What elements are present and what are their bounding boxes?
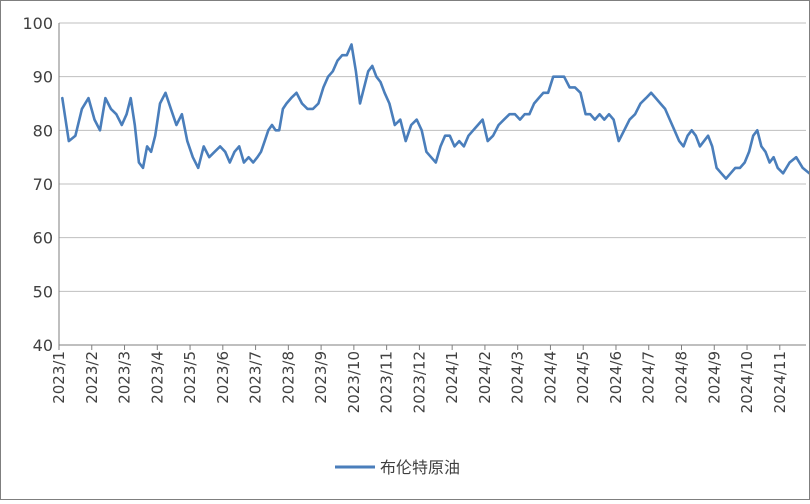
x-tick-label: 2023/9 — [312, 351, 330, 404]
x-axis-tick-labels: 2023/1 2023/2 2023/3 2023/4 2023/5 2023/6 2023… — [50, 351, 789, 413]
x-tick-label: 2024/4 — [541, 351, 559, 404]
x-tick-label: 2024/3 — [509, 351, 527, 404]
x-tick-label: 2024/8 — [673, 351, 691, 404]
y-axis-tick-labels: 40 50 60 70 80 90 100 — [22, 14, 53, 355]
x-tick-label: 2024/7 — [640, 351, 658, 404]
y-tick-label: 80 — [33, 121, 53, 140]
y-tick-label: 70 — [33, 175, 53, 194]
axes — [58, 23, 806, 350]
x-tick-label: 2024/1 — [443, 351, 461, 404]
y-tick-label: 100 — [22, 14, 53, 33]
y-tick-label: 60 — [33, 229, 53, 248]
x-tick-label: 2023/8 — [279, 351, 297, 404]
gridlines — [59, 22, 806, 292]
x-tick-label: 2023/2 — [83, 351, 101, 404]
x-tick-label: 2023/7 — [247, 351, 265, 404]
x-tick-label: 2024/5 — [574, 351, 592, 404]
y-tick-label: 90 — [33, 68, 53, 87]
x-tick-label: 2024/9 — [705, 351, 723, 404]
x-tick-label: 2023/12 — [410, 351, 428, 413]
x-tick-label: 2023/6 — [214, 351, 232, 404]
x-tick-label: 2024/10 — [738, 351, 756, 413]
series-layer — [61, 43, 810, 180]
y-tick-label: 40 — [33, 336, 53, 355]
series-line-0 — [61, 43, 810, 180]
x-tick-label: 2023/1 — [50, 351, 68, 404]
x-tick-label: 2023/4 — [148, 351, 166, 404]
x-tick-label: 2023/3 — [116, 351, 134, 404]
x-tick-label: 2024/11 — [771, 351, 789, 413]
x-tick-label: 2024/2 — [476, 351, 494, 404]
x-tick-label: 2024/6 — [607, 351, 625, 404]
x-tick-label: 2023/5 — [181, 351, 199, 404]
x-tick-label: 2023/10 — [345, 351, 363, 413]
y-tick-label: 50 — [33, 282, 53, 301]
legend-label: 布伦特原油 — [380, 458, 460, 477]
legend: 布伦特原油 — [335, 458, 460, 477]
x-tick-label: 2023/11 — [378, 351, 396, 413]
